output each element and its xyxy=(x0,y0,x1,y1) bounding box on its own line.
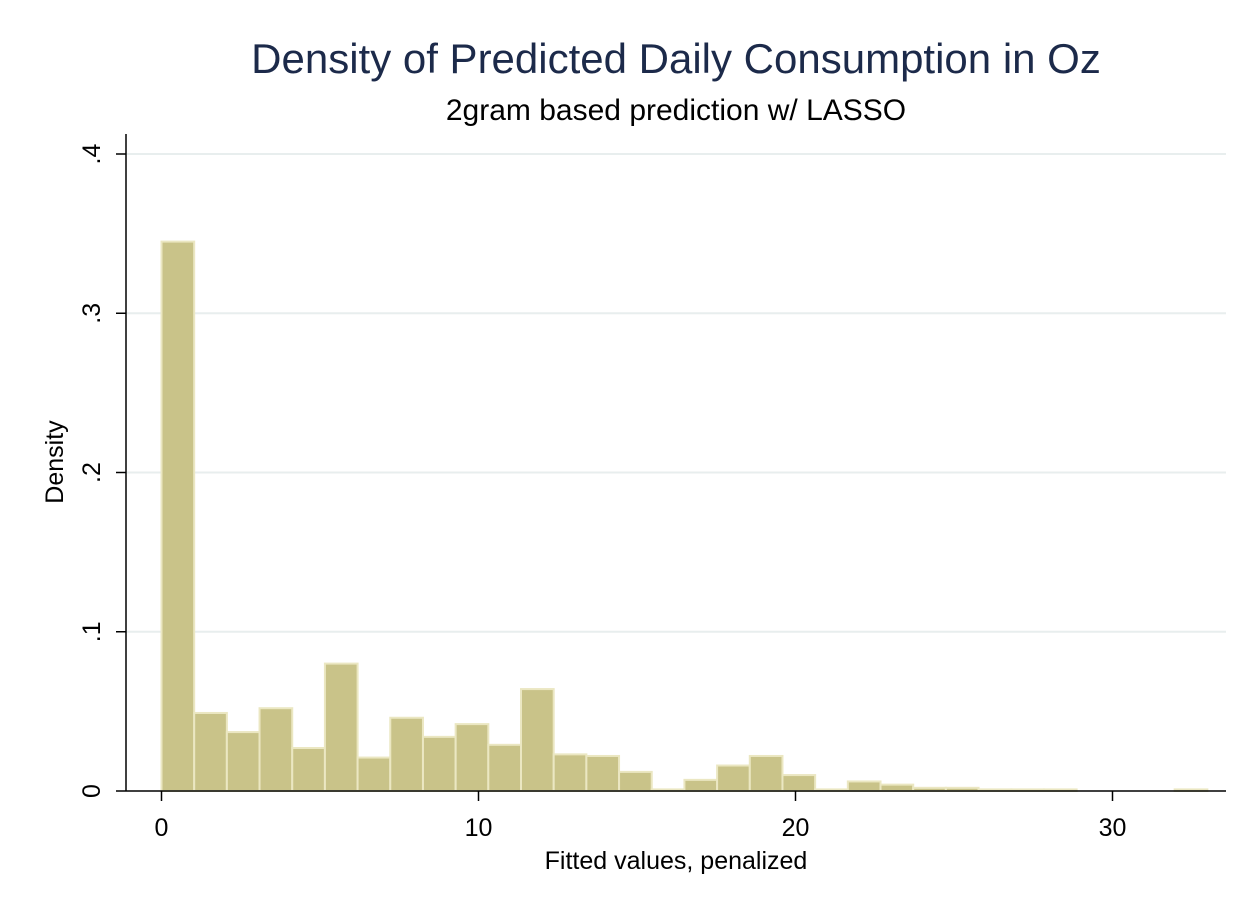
histogram-bar xyxy=(258,707,294,792)
histogram-bar xyxy=(520,688,555,793)
grid-lines xyxy=(126,153,1226,633)
y-tick-label: .1 xyxy=(78,621,106,642)
histogram-bar xyxy=(323,662,359,792)
x-tick-label: 0 xyxy=(155,814,169,842)
histogram-bar xyxy=(421,735,457,792)
bars xyxy=(160,240,1209,793)
histogram-bar xyxy=(716,764,751,793)
histogram-bar xyxy=(225,731,261,793)
y-tick-label: .3 xyxy=(78,303,106,324)
histogram-bar xyxy=(683,778,719,792)
histogram-bar xyxy=(552,753,588,792)
y-ticks: 0 .1 .2 .3 .4 xyxy=(78,143,126,798)
histogram-bar xyxy=(160,240,196,792)
axes xyxy=(125,134,1226,792)
y-axis-label: Density xyxy=(41,420,69,504)
histogram-bar xyxy=(389,716,424,792)
histogram-bar xyxy=(781,774,817,793)
histogram-bar xyxy=(879,783,915,793)
y-tick-label: .2 xyxy=(78,462,106,483)
histogram-bar xyxy=(356,756,392,792)
histogram-bar xyxy=(193,711,228,793)
x-axis-label: Fitted values, penalized xyxy=(545,847,808,875)
histogram-bar xyxy=(454,723,490,792)
histogram-bar xyxy=(846,780,882,793)
y-tick-label: 0 xyxy=(78,784,106,798)
chart-title: Density of Predicted Daily Consumption i… xyxy=(251,35,1101,82)
chart-subtitle: 2gram based prediction w/ LASSO xyxy=(446,94,906,127)
histogram-bar xyxy=(291,747,326,793)
x-tick-label: 10 xyxy=(465,814,493,842)
y-tick-label: .4 xyxy=(78,143,106,164)
x-ticks: 0 10 20 30 xyxy=(155,791,1127,842)
histogram-bar xyxy=(585,754,621,793)
histogram-bar xyxy=(748,754,784,793)
histogram-bar xyxy=(618,770,653,793)
x-tick-label: 30 xyxy=(1099,814,1127,842)
histogram-bar xyxy=(487,743,523,793)
x-tick-label: 20 xyxy=(782,814,810,842)
